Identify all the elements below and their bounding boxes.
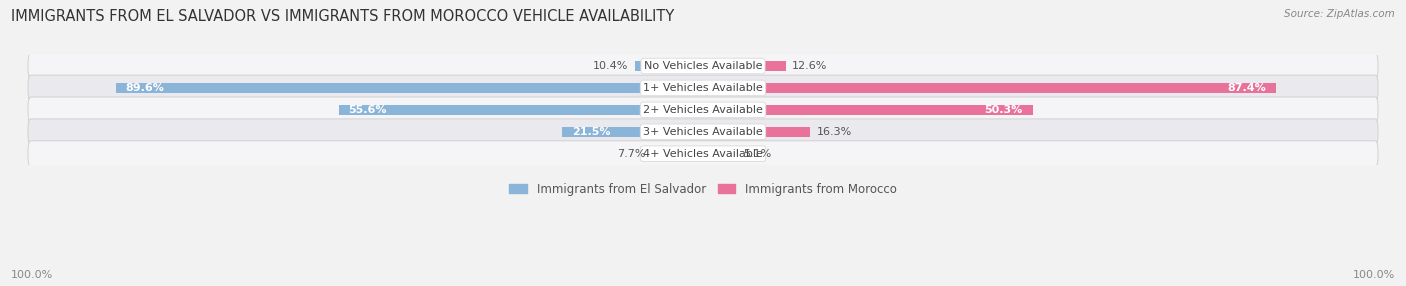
Legend: Immigrants from El Salvador, Immigrants from Morocco: Immigrants from El Salvador, Immigrants … (505, 178, 901, 200)
Text: IMMIGRANTS FROM EL SALVADOR VS IMMIGRANTS FROM MOROCCO VEHICLE AVAILABILITY: IMMIGRANTS FROM EL SALVADOR VS IMMIGRANT… (11, 9, 675, 23)
Bar (636, 61, 703, 71)
FancyBboxPatch shape (28, 119, 1378, 145)
Text: 12.6%: 12.6% (792, 61, 828, 71)
Text: 100.0%: 100.0% (11, 270, 53, 280)
Text: 89.6%: 89.6% (125, 83, 165, 93)
Text: 55.6%: 55.6% (349, 105, 387, 115)
FancyBboxPatch shape (28, 53, 1378, 79)
FancyBboxPatch shape (28, 75, 1378, 101)
Text: 21.5%: 21.5% (572, 127, 610, 137)
Bar (652, 149, 703, 158)
Bar (703, 61, 786, 71)
Bar (115, 83, 703, 93)
Text: 1+ Vehicles Available: 1+ Vehicles Available (643, 83, 763, 93)
FancyBboxPatch shape (28, 97, 1378, 123)
Bar (703, 105, 1032, 115)
Bar (562, 127, 703, 136)
Text: 2+ Vehicles Available: 2+ Vehicles Available (643, 105, 763, 115)
Bar (703, 127, 810, 136)
Bar (339, 105, 703, 115)
Text: 7.7%: 7.7% (617, 149, 645, 159)
Text: 3+ Vehicles Available: 3+ Vehicles Available (643, 127, 763, 137)
Text: 10.4%: 10.4% (593, 61, 628, 71)
FancyBboxPatch shape (28, 141, 1378, 166)
Text: Source: ZipAtlas.com: Source: ZipAtlas.com (1284, 9, 1395, 19)
Text: 100.0%: 100.0% (1353, 270, 1395, 280)
Bar (703, 149, 737, 158)
Text: 50.3%: 50.3% (984, 105, 1022, 115)
Bar (703, 83, 1275, 93)
Text: No Vehicles Available: No Vehicles Available (644, 61, 762, 71)
Text: 16.3%: 16.3% (817, 127, 852, 137)
Text: 87.4%: 87.4% (1227, 83, 1265, 93)
Text: 4+ Vehicles Available: 4+ Vehicles Available (643, 149, 763, 159)
Text: 5.1%: 5.1% (742, 149, 772, 159)
